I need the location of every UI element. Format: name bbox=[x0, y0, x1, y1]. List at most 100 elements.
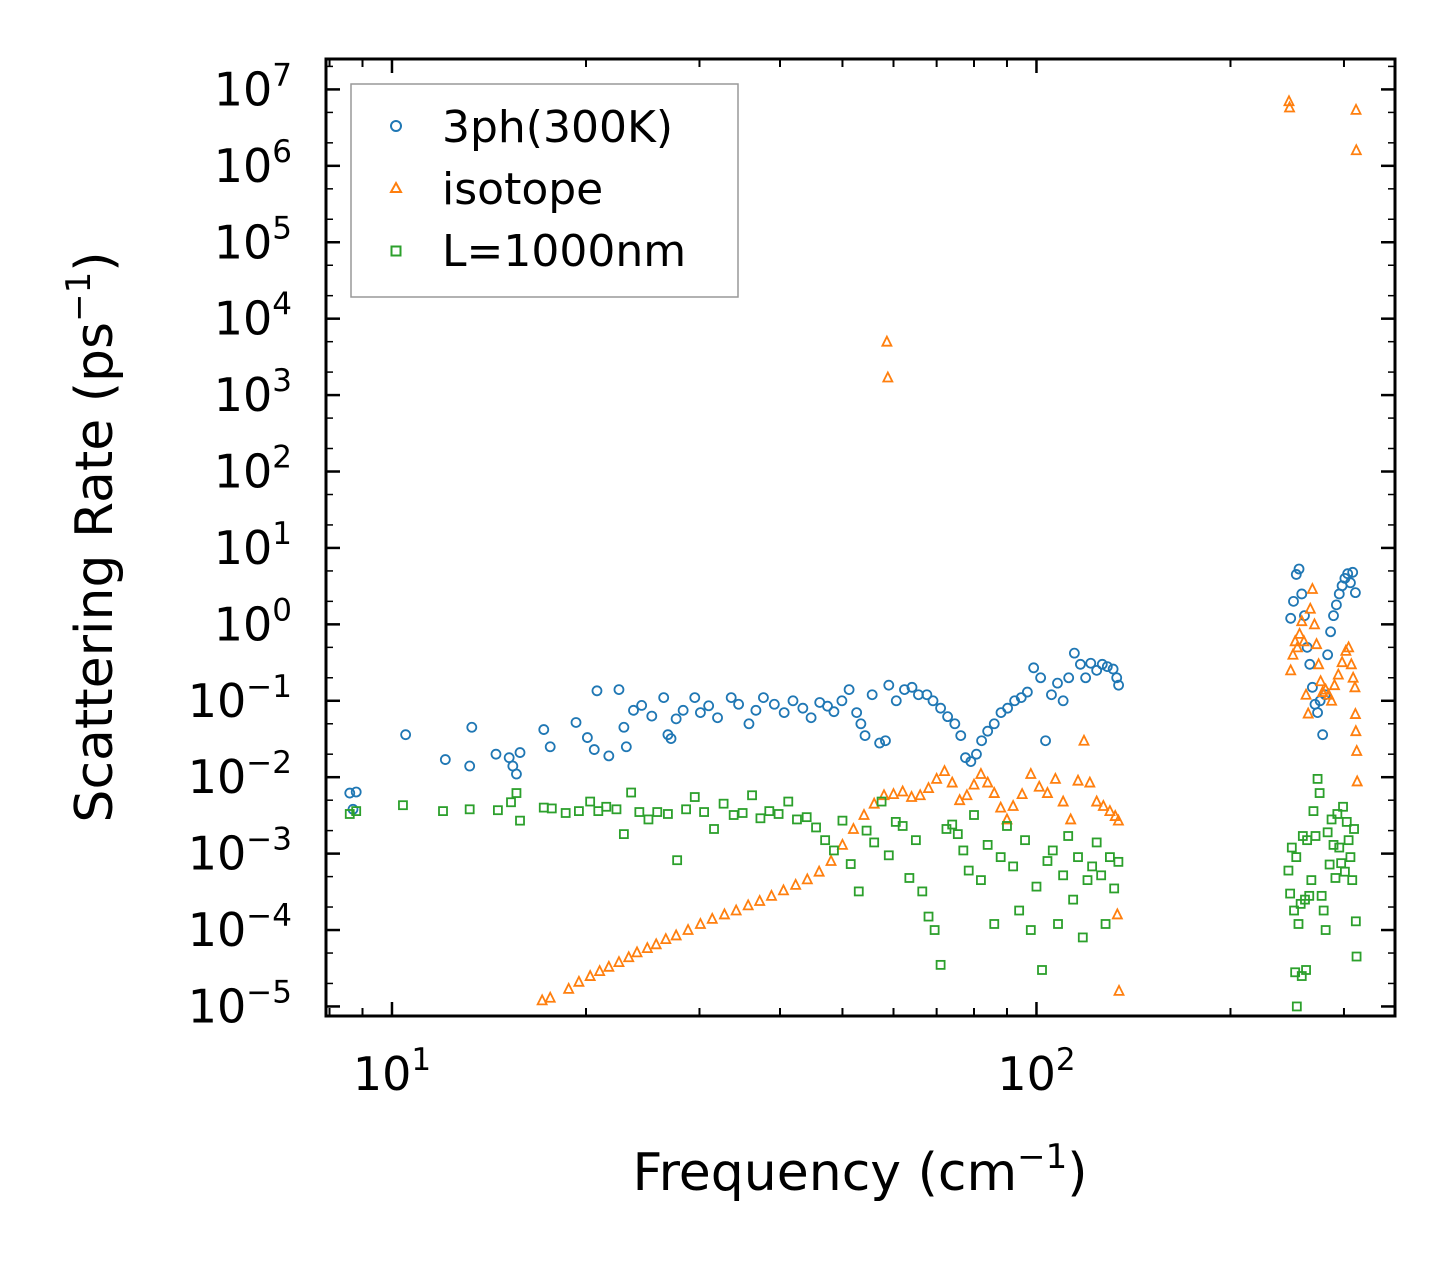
data-point bbox=[728, 810, 739, 820]
data-point bbox=[1316, 685, 1329, 697]
data-point bbox=[1024, 767, 1037, 779]
data-point bbox=[843, 684, 855, 696]
data-point bbox=[981, 775, 994, 788]
data-point bbox=[976, 735, 988, 747]
data-point bbox=[1286, 842, 1297, 853]
data-point bbox=[820, 835, 831, 846]
data-point bbox=[935, 959, 946, 970]
data-point bbox=[1304, 601, 1317, 614]
data-point bbox=[1320, 925, 1331, 935]
data-point bbox=[1064, 812, 1077, 825]
data-point bbox=[1331, 599, 1342, 611]
data-point bbox=[689, 692, 701, 704]
data-point bbox=[1330, 873, 1341, 883]
data-point bbox=[1031, 881, 1042, 892]
data-point bbox=[1310, 637, 1323, 650]
data-point bbox=[778, 707, 790, 719]
data-point bbox=[855, 718, 867, 730]
data-point bbox=[398, 800, 408, 811]
legend-label-isotope: isotope bbox=[442, 164, 603, 215]
data-point bbox=[1283, 865, 1294, 876]
data-point bbox=[1328, 678, 1341, 691]
data-point bbox=[971, 748, 982, 760]
data-point bbox=[507, 760, 519, 772]
data-point bbox=[1072, 773, 1084, 786]
data-point bbox=[1100, 919, 1111, 929]
data-point bbox=[1345, 577, 1356, 589]
data-point bbox=[1348, 680, 1361, 693]
data-point bbox=[801, 812, 812, 823]
data-point bbox=[1343, 835, 1354, 846]
data-point bbox=[1293, 563, 1305, 575]
data-points bbox=[344, 94, 1364, 1012]
data-point bbox=[914, 788, 927, 801]
data-point bbox=[946, 775, 959, 788]
data-point bbox=[1085, 657, 1097, 669]
data-point bbox=[917, 886, 928, 897]
data-point bbox=[1322, 649, 1334, 661]
data-point bbox=[1312, 657, 1325, 670]
data-point bbox=[1057, 695, 1069, 707]
data-point bbox=[581, 732, 593, 743]
data-point bbox=[1073, 852, 1083, 863]
data-point bbox=[890, 695, 902, 707]
data-point bbox=[1063, 831, 1074, 841]
data-point bbox=[836, 837, 849, 850]
data-point bbox=[906, 681, 918, 693]
data-point bbox=[922, 781, 935, 793]
data-point bbox=[1285, 612, 1297, 624]
data-point bbox=[1349, 724, 1362, 737]
data-point bbox=[1113, 679, 1124, 691]
data-point bbox=[963, 865, 974, 876]
data-point bbox=[1301, 965, 1311, 975]
data-point bbox=[1325, 693, 1338, 706]
data-point bbox=[584, 969, 597, 981]
data-point bbox=[1112, 813, 1125, 826]
plot-frame bbox=[324, 57, 1397, 1018]
data-point bbox=[1077, 932, 1088, 943]
x-tick-label: 102 bbox=[997, 1042, 1075, 1101]
data-point bbox=[1328, 610, 1339, 622]
data-point bbox=[438, 806, 448, 816]
data-point bbox=[1091, 837, 1102, 848]
data-point bbox=[560, 808, 571, 818]
data-point bbox=[861, 825, 872, 836]
data-point bbox=[1347, 566, 1359, 578]
data-point bbox=[725, 692, 737, 704]
data-point bbox=[1349, 707, 1362, 719]
data-point bbox=[1068, 647, 1080, 659]
y-tick-label: 10−2 bbox=[188, 745, 292, 804]
data-point bbox=[743, 718, 755, 730]
data-point bbox=[982, 725, 994, 737]
data-point bbox=[689, 792, 700, 802]
data-point bbox=[670, 928, 683, 941]
data-point bbox=[1300, 687, 1313, 700]
data-point bbox=[742, 898, 755, 911]
y-tick-label: 101 bbox=[214, 516, 292, 575]
data-point bbox=[1296, 588, 1308, 600]
x-tick-label: 101 bbox=[353, 1042, 431, 1101]
data-point bbox=[755, 813, 766, 824]
data-point bbox=[1028, 662, 1040, 674]
data-point bbox=[1063, 672, 1075, 684]
data-point bbox=[965, 756, 977, 767]
y-tick-label: 10−5 bbox=[188, 974, 292, 1033]
y-tick-label: 100 bbox=[214, 592, 292, 651]
data-point bbox=[1336, 655, 1349, 668]
data-point bbox=[344, 809, 355, 819]
data-point bbox=[650, 937, 663, 950]
data-point bbox=[1052, 677, 1063, 689]
data-point bbox=[1080, 672, 1092, 684]
data-point bbox=[878, 788, 890, 801]
data-point bbox=[1046, 689, 1057, 701]
data-point bbox=[1058, 870, 1069, 881]
data-point bbox=[938, 764, 951, 777]
data-point bbox=[1339, 866, 1350, 877]
data-point bbox=[1326, 814, 1337, 825]
data-point bbox=[1285, 888, 1296, 899]
data-point bbox=[921, 689, 933, 701]
data-point bbox=[1302, 706, 1315, 719]
data-point bbox=[1113, 856, 1124, 867]
data-point bbox=[1345, 657, 1358, 670]
data-point bbox=[628, 704, 639, 716]
